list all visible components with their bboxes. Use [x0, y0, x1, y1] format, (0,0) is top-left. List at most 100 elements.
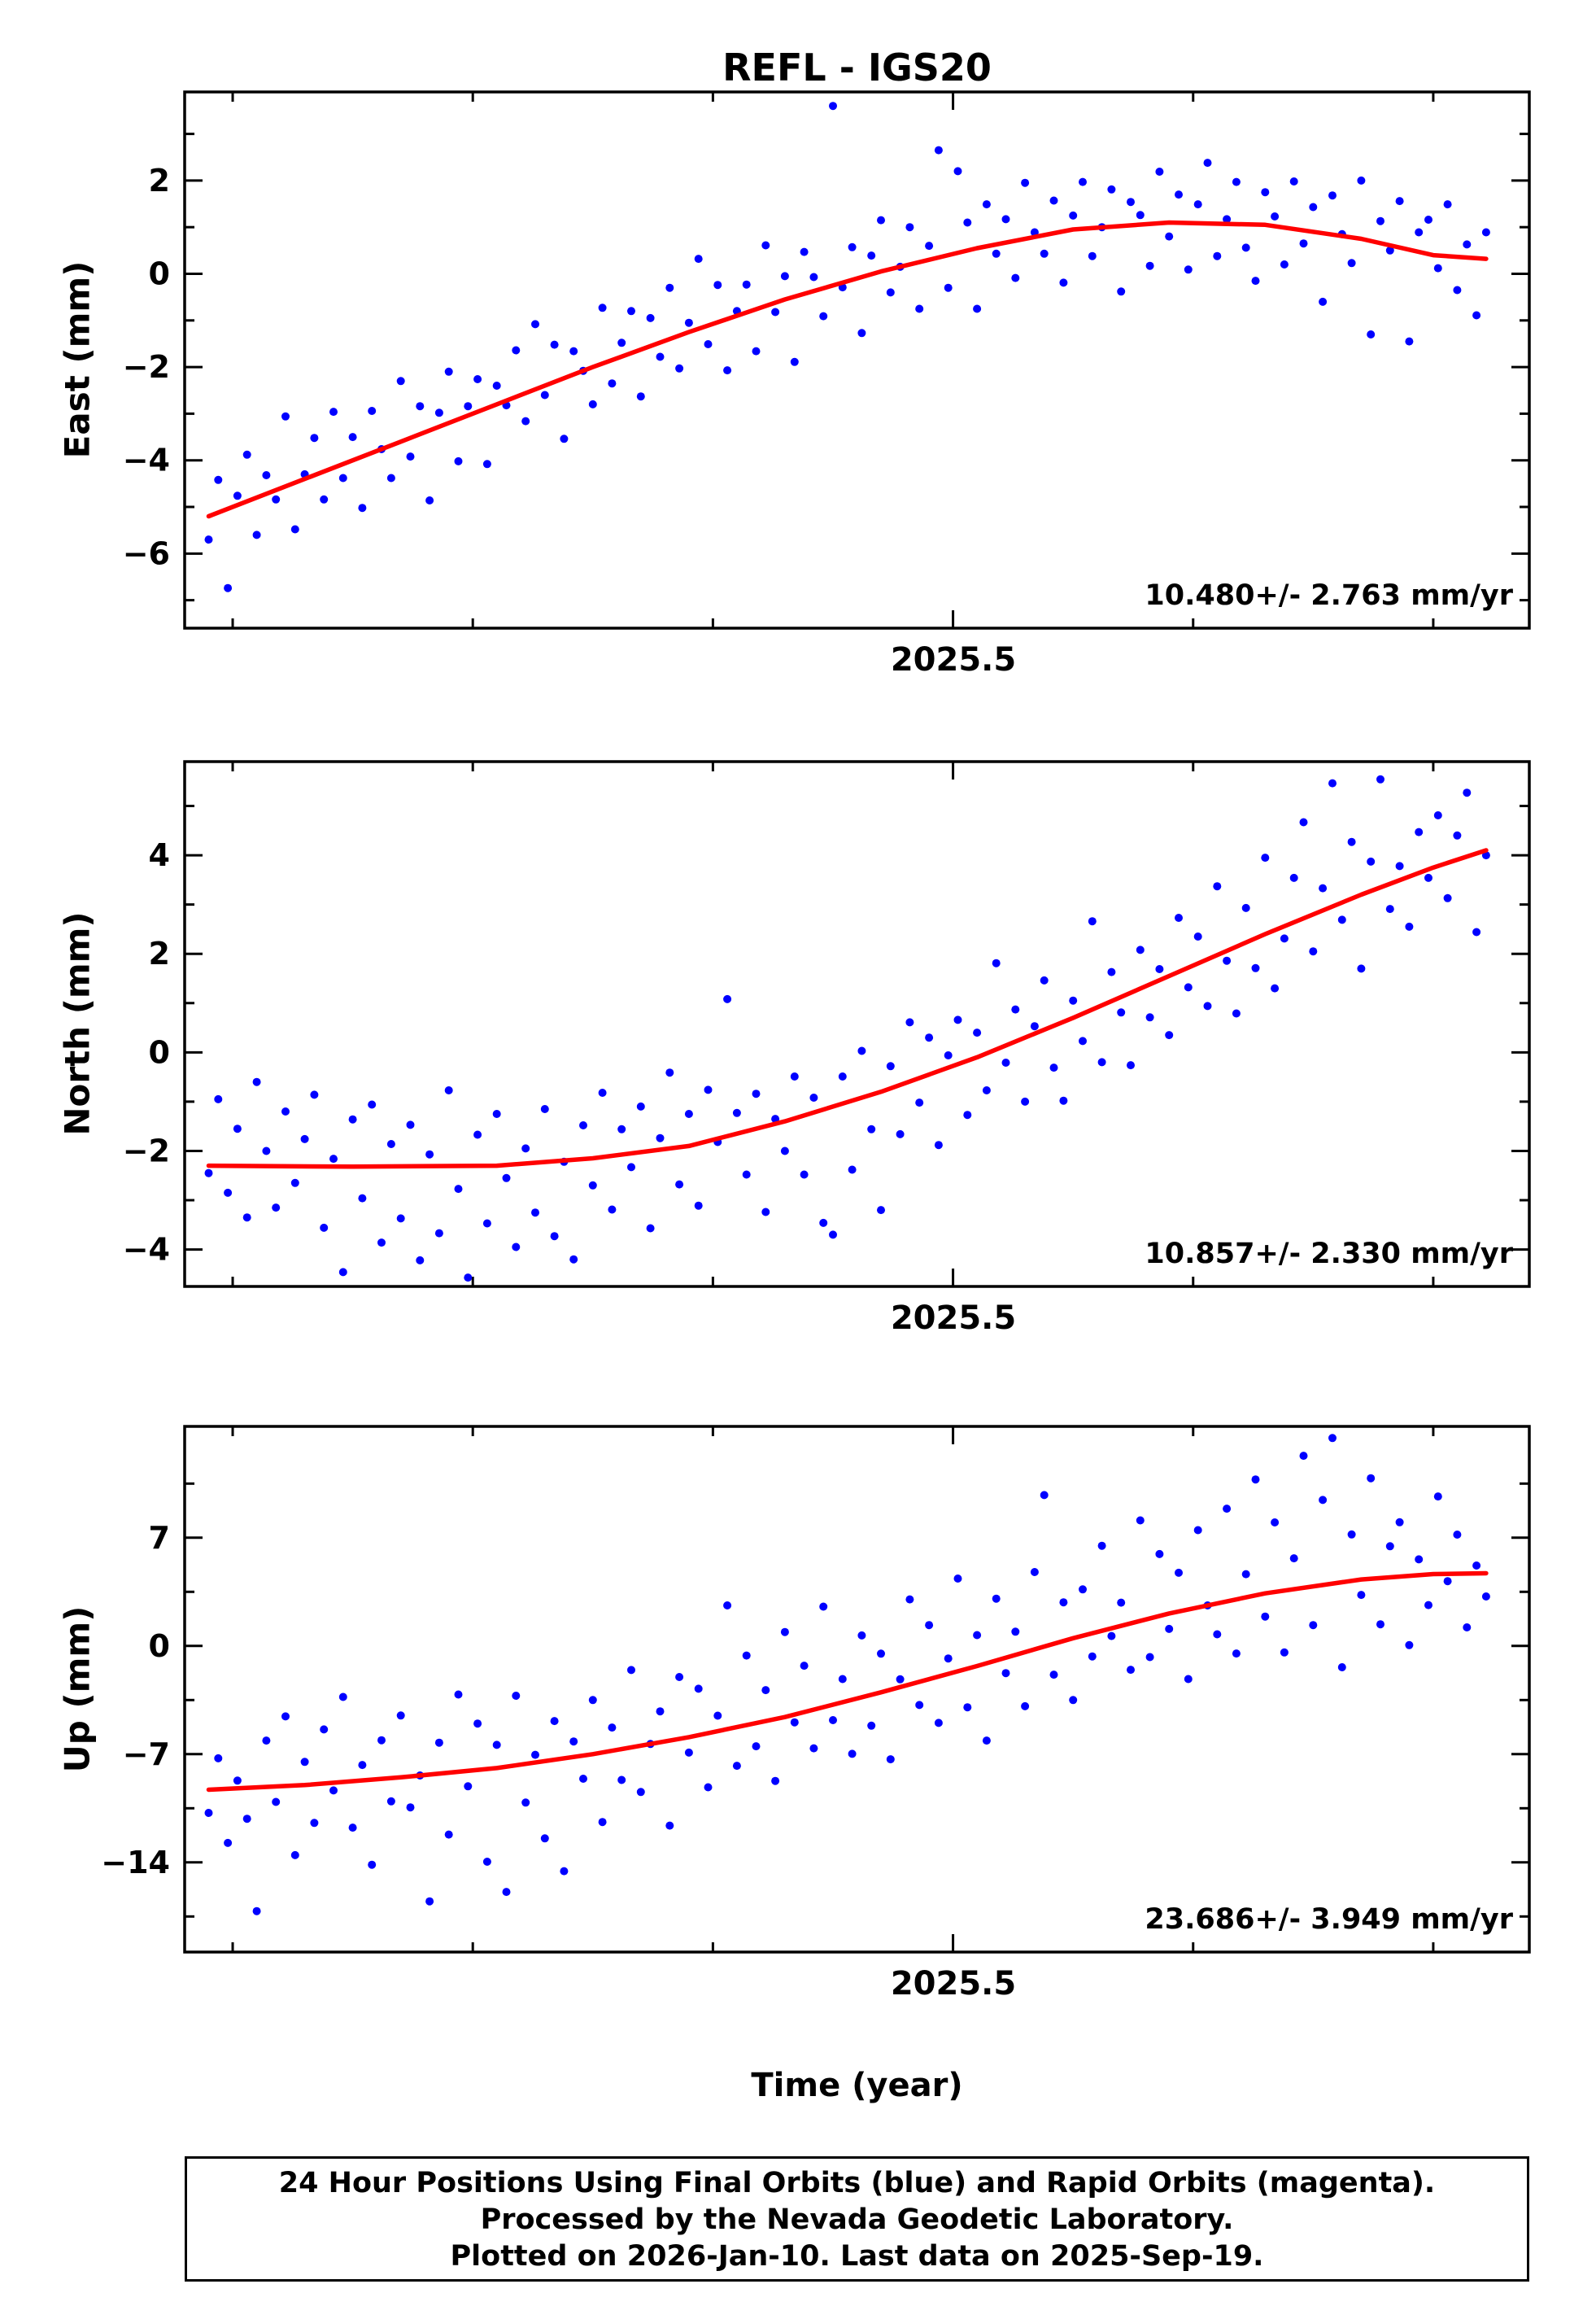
north-data-point: [944, 1051, 953, 1059]
east-data-point: [656, 352, 665, 361]
east-data-point: [1415, 228, 1424, 237]
up-data-point: [809, 1744, 818, 1753]
north-data-point: [723, 994, 732, 1003]
north-data-point: [617, 1125, 626, 1133]
up-data-point: [1453, 1531, 1462, 1539]
north-data-point: [992, 959, 1001, 967]
east-data-point: [1117, 287, 1126, 296]
east-data-point: [1309, 203, 1318, 212]
east-frame: [183, 90, 1531, 630]
up-data-point: [1165, 1624, 1174, 1633]
north-data-point: [877, 1206, 885, 1215]
north-data-point: [752, 1090, 761, 1098]
up-data-point: [310, 1819, 319, 1828]
up-data-point: [492, 1740, 501, 1749]
east-data-point: [444, 367, 453, 376]
up-axis-label: Up (mm): [57, 1605, 98, 1773]
up-data-point: [473, 1719, 482, 1728]
up-data-point: [300, 1758, 309, 1767]
up-data-point: [598, 1818, 607, 1827]
north-data-point: [886, 1062, 895, 1071]
north-data-point: [454, 1185, 463, 1194]
east-data-point: [723, 366, 732, 375]
east-data-point: [224, 583, 233, 592]
east-data-point: [1049, 196, 1058, 205]
north-data-point: [1049, 1063, 1058, 1072]
up-data-point: [1328, 1434, 1337, 1443]
east-data-point: [386, 474, 395, 483]
east-data-point: [1088, 251, 1097, 260]
up-data-point: [242, 1815, 251, 1823]
north-data-point: [905, 1018, 914, 1027]
up-data-point: [1223, 1505, 1232, 1513]
north-data-point: [1136, 946, 1145, 954]
east-data-point: [646, 313, 655, 322]
up-data-point: [1232, 1649, 1241, 1658]
north-data-point: [809, 1094, 818, 1102]
east-data-point: [867, 251, 876, 260]
east-data-point: [310, 434, 319, 443]
east-ytick-label: −6: [123, 535, 170, 571]
north-data-point: [1079, 1037, 1087, 1046]
up-data-point: [800, 1662, 809, 1671]
north-rate-annotation: 10.857+/- 2.330 mm/yr: [1145, 1238, 1513, 1270]
north-data-point: [867, 1125, 876, 1133]
east-data-point: [454, 456, 463, 465]
north-data-point: [896, 1129, 905, 1138]
east-panel: −6 −4 −2 0 2: [123, 90, 1531, 630]
north-data-point: [1463, 788, 1472, 797]
east-ytick-label: 2: [149, 163, 170, 199]
east-data-point: [1145, 261, 1154, 270]
north-data-point: [204, 1168, 213, 1177]
up-data-point: [771, 1776, 780, 1785]
north-data-point: [1280, 934, 1289, 943]
time-axis-label: Time (year): [751, 2067, 963, 2104]
east-data-point: [1040, 249, 1049, 258]
page-title: REFL - IGS20: [722, 46, 992, 90]
north-data-point: [761, 1208, 770, 1216]
north-data-point: [1145, 1013, 1154, 1022]
north-data-point: [800, 1170, 809, 1179]
north-data-point: [1376, 775, 1385, 784]
north-data-point: [320, 1223, 329, 1232]
east-data-point: [608, 379, 617, 388]
north-data-point: [1347, 837, 1356, 846]
north-data-point: [742, 1170, 751, 1179]
east-data-point: [396, 377, 405, 386]
north-xtick-label: 2025.5: [890, 1299, 1017, 1337]
north-data-point: [1385, 905, 1394, 914]
north-data-point: [1213, 882, 1222, 891]
north-data-point: [1165, 1031, 1174, 1040]
east-data-point: [1319, 297, 1328, 306]
up-data-point: [1097, 1541, 1106, 1550]
east-data-point: [1376, 216, 1385, 225]
north-data-point: [1155, 965, 1164, 973]
north-data-point: [627, 1163, 635, 1172]
east-data-point: [819, 312, 828, 321]
north-data-point: [1193, 932, 1202, 941]
east-data-point: [1472, 311, 1481, 320]
up-data-point: [780, 1627, 789, 1636]
up-data-point: [425, 1897, 434, 1906]
east-data-point: [262, 471, 271, 479]
north-data-point: [425, 1150, 434, 1159]
north-data-point: [262, 1146, 271, 1155]
east-data-point: [482, 460, 491, 469]
east-data-point: [1127, 198, 1135, 207]
up-data-point: [338, 1692, 347, 1701]
north-data-point: [848, 1165, 857, 1174]
north-data-point: [1472, 928, 1481, 937]
up-data-point: [944, 1654, 953, 1663]
up-data-point: [1213, 1630, 1222, 1639]
up-data-point: [838, 1675, 847, 1684]
east-data-point: [416, 402, 425, 411]
north-data-point: [521, 1144, 530, 1153]
up-data-point: [348, 1823, 357, 1832]
up-data-point: [377, 1736, 386, 1745]
north-data-point: [1203, 1002, 1212, 1011]
up-data-point: [1280, 1648, 1289, 1657]
up-data-point: [867, 1721, 876, 1730]
north-data-point: [329, 1155, 338, 1164]
up-data-point: [1415, 1555, 1424, 1564]
up-data-point: [1357, 1591, 1366, 1600]
